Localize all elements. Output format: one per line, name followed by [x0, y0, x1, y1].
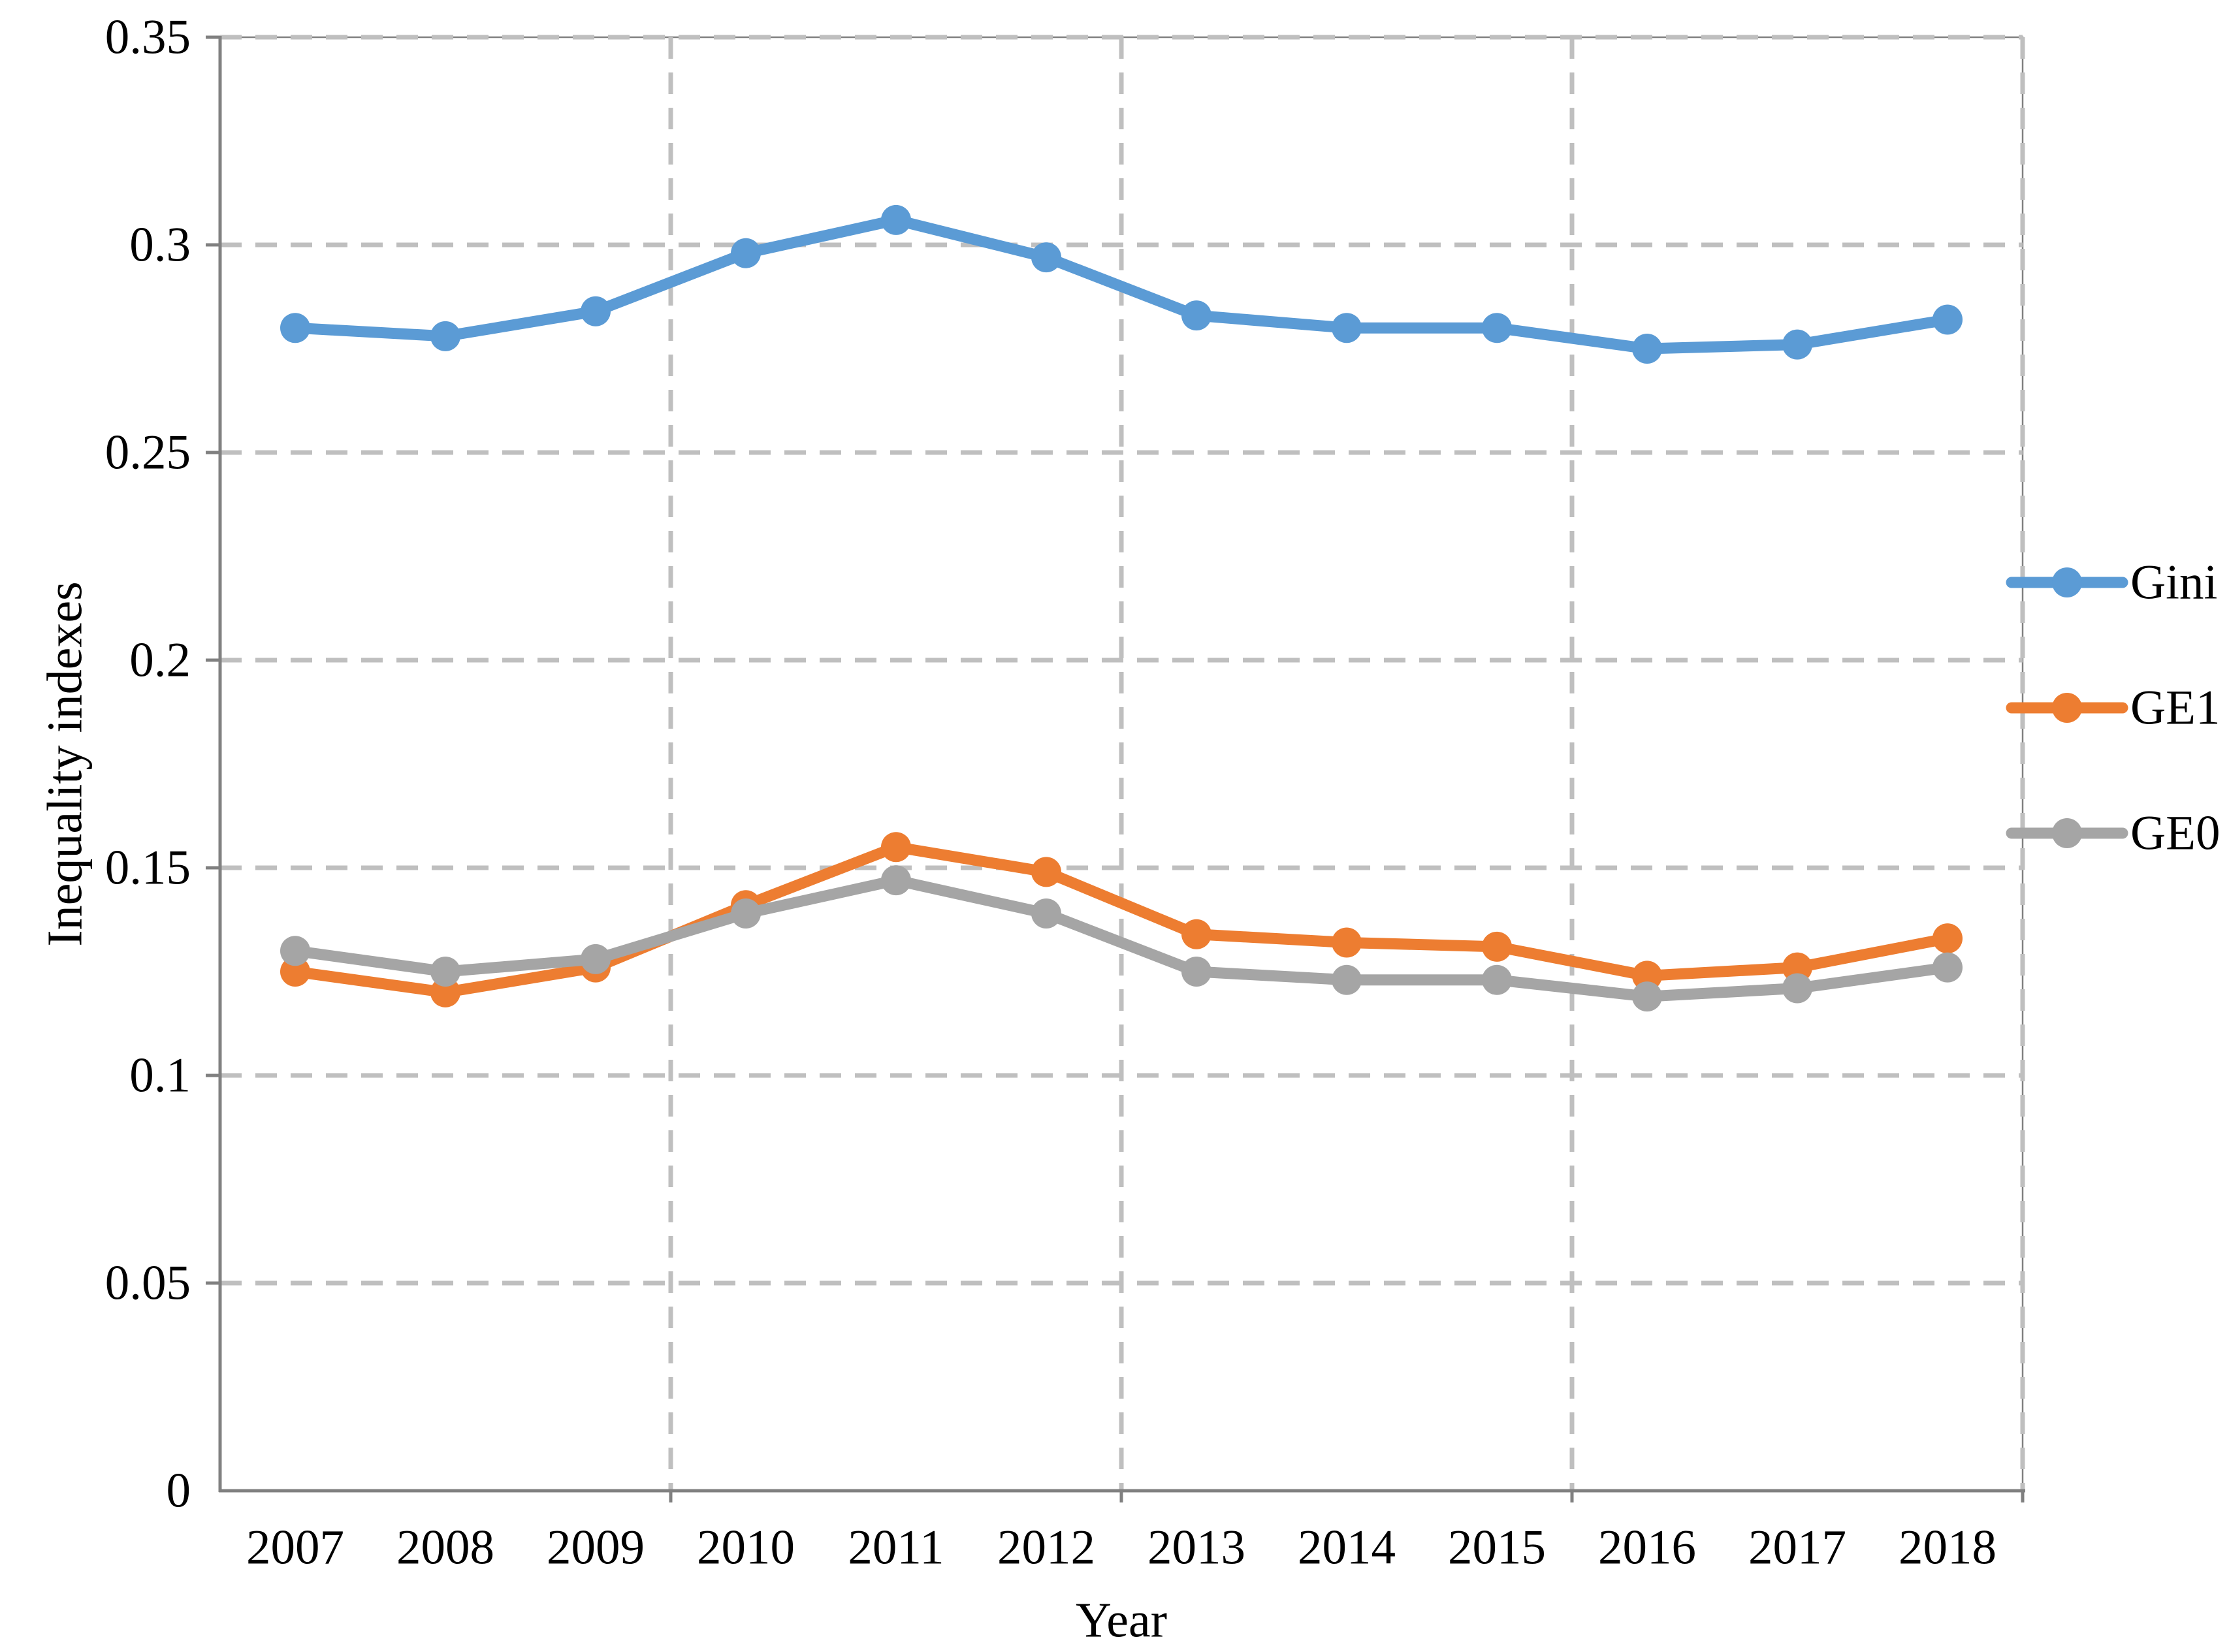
x-tick-label: 2016 — [1598, 1521, 1696, 1575]
x-tick-label: 2008 — [396, 1521, 494, 1575]
x-tick-label: 2010 — [697, 1521, 795, 1575]
data-point-ge1 — [1482, 931, 1512, 962]
x-tick-label: 2007 — [246, 1521, 344, 1575]
data-point-ge0 — [1782, 973, 1812, 1004]
x-tick-label: 2011 — [848, 1521, 944, 1575]
data-point-gini — [881, 204, 911, 235]
y-axis-title: Inequality indexes — [37, 581, 93, 947]
data-point-gini — [1332, 313, 1362, 343]
legend-marker — [2052, 567, 2082, 597]
legend-label: Gini — [2130, 556, 2217, 610]
data-point-ge1 — [1782, 952, 1812, 983]
x-tick-label: 2013 — [1147, 1521, 1245, 1575]
legend-label: GE0 — [2130, 806, 2220, 861]
data-point-gini — [1782, 329, 1812, 360]
x-tick-label: 2015 — [1448, 1521, 1546, 1575]
data-point-ge0 — [430, 957, 460, 987]
y-tick-label: 0.15 — [105, 841, 191, 895]
data-point-ge0 — [581, 944, 611, 974]
data-point-ge0 — [1332, 964, 1362, 995]
data-point-gini — [1482, 313, 1512, 343]
y-tick-label: 0.1 — [129, 1049, 191, 1103]
y-tick-label: 0.35 — [105, 10, 191, 65]
x-tick-label: 2018 — [1899, 1521, 1996, 1575]
data-point-gini — [430, 321, 460, 351]
data-point-ge0 — [280, 936, 310, 966]
data-point-ge0 — [881, 865, 911, 896]
data-point-ge1 — [1332, 927, 1362, 958]
legend-marker — [2052, 693, 2082, 723]
data-point-ge1 — [1181, 919, 1211, 949]
legend-item-gini: Gini — [2006, 556, 2217, 610]
data-point-ge0 — [1181, 957, 1211, 987]
legend-label: GE1 — [2130, 681, 2220, 735]
legend-item-ge0: GE0 — [2006, 806, 2220, 861]
data-point-ge0 — [731, 898, 761, 929]
y-tick-label: 0.05 — [105, 1256, 191, 1310]
y-tick-label: 0.3 — [129, 218, 191, 272]
data-point-ge0 — [1632, 981, 1662, 1012]
data-point-ge1 — [1632, 961, 1662, 991]
data-point-ge1 — [1031, 857, 1061, 887]
data-point-gini — [1932, 304, 1963, 335]
x-axis-title: Year — [1075, 1593, 1168, 1648]
legend-item-ge1: GE1 — [2006, 681, 2220, 735]
data-point-ge0 — [1482, 964, 1512, 995]
data-point-gini — [1181, 300, 1211, 331]
data-point-ge1 — [430, 977, 460, 1008]
y-tick-label: 0.2 — [129, 633, 191, 688]
data-point-ge0 — [1031, 898, 1061, 929]
data-point-ge1 — [280, 957, 310, 987]
data-point-gini — [731, 238, 761, 268]
data-point-gini — [1632, 334, 1662, 364]
data-point-gini — [581, 296, 611, 326]
x-tick-label: 2014 — [1298, 1521, 1396, 1575]
data-point-ge1 — [881, 832, 911, 863]
data-point-gini — [1031, 242, 1061, 273]
data-point-gini — [280, 313, 310, 343]
series-line-gini — [289, 214, 1953, 355]
x-tick-label: 2009 — [547, 1521, 645, 1575]
legend: Gini GE1 GE0 — [2006, 556, 2220, 861]
series-line-ge0 — [289, 874, 1953, 1002]
data-point-ge0 — [1932, 952, 1963, 983]
x-tick-label: 2012 — [997, 1521, 1095, 1575]
x-tick-label: 2017 — [1748, 1521, 1846, 1575]
y-tick-label: 0 — [167, 1464, 191, 1518]
legend-marker — [2052, 818, 2082, 848]
y-tick-label: 0.25 — [105, 426, 191, 480]
data-point-ge1 — [1932, 923, 1963, 954]
series-line-ge1 — [289, 841, 1953, 998]
